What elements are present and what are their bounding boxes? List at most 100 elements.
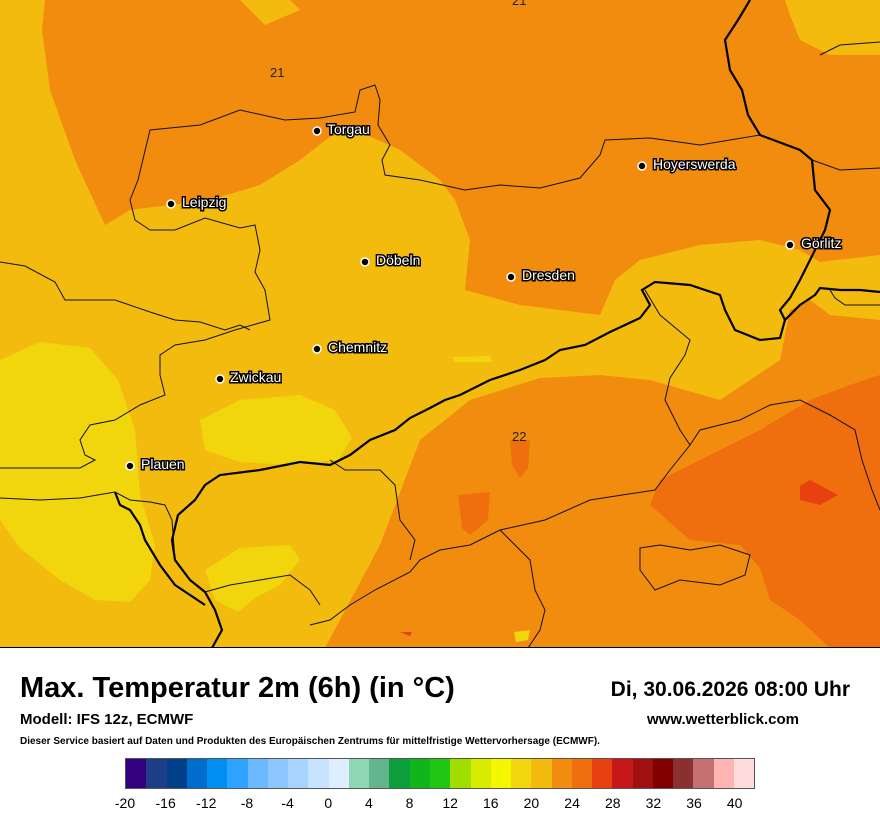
city-marker — [312, 126, 322, 136]
region-24-hot-small — [400, 632, 412, 636]
saxony-west-border — [0, 199, 271, 469]
border-lower-east — [309, 289, 691, 626]
city-marker — [637, 161, 647, 171]
legend-tick-label: 32 — [645, 795, 662, 811]
legend-tick-label: -16 — [155, 795, 176, 811]
city-label: Görlitz — [801, 235, 841, 251]
disclaimer-text: Dieser Service basiert auf Daten und Pro… — [20, 736, 600, 747]
region-16-18-center — [200, 395, 352, 465]
legend-ticks: -20 -16 -12 -8 -4 0 4 8 12 16 20 24 28 32 36 40 — [115, 795, 755, 815]
national-border-south — [113, 491, 206, 606]
legend-tick-label: -8 — [240, 795, 254, 811]
region-18-20 — [0, 0, 880, 648]
city-goerlitz: Görlitz — [785, 234, 843, 253]
border-south — [689, 399, 880, 511]
city-marker — [506, 272, 516, 282]
legend-swatch — [227, 759, 248, 788]
national-border — [170, 280, 880, 648]
legend-swatch — [328, 759, 349, 788]
legend-swatch — [632, 759, 653, 788]
legend-swatch — [571, 759, 593, 788]
city-torgau: Torgau — [312, 120, 371, 139]
city-label: Hoyerswerda — [653, 156, 736, 172]
legend-tick-label: -4 — [281, 795, 294, 811]
city-plauen: Plauen — [125, 455, 186, 474]
contour-label-nw: 21 — [270, 65, 284, 80]
legend-tick-label: 8 — [405, 795, 414, 811]
national-border-ne — [723, 0, 832, 321]
city-hoyerswerda: Hoyerswerda — [637, 155, 737, 174]
city-label: Chemnitz — [328, 339, 387, 355]
city-label: Zwickau — [230, 369, 281, 385]
legend-swatch — [551, 759, 572, 788]
legend-swatch — [531, 759, 552, 788]
legend-tick-label: 20 — [523, 795, 540, 811]
city-marker — [125, 461, 135, 471]
model-info: Modell: IFS 12z, ECMWF — [20, 711, 194, 728]
legend-tick-label: 40 — [726, 795, 743, 811]
legend-swatch — [693, 759, 714, 788]
city-label: Plauen — [141, 456, 185, 472]
legend-tick-label: 0 — [324, 795, 333, 811]
city-dresden: Dresden — [506, 266, 576, 285]
legend-swatch — [490, 759, 512, 788]
legend-swatch — [450, 759, 471, 788]
legend-swatch — [389, 759, 410, 788]
border-ne-corner — [819, 41, 880, 56]
legend-swatch — [592, 759, 613, 788]
region-16-18-south — [205, 545, 300, 612]
city-marker — [360, 257, 370, 267]
thuringia-border — [0, 261, 251, 331]
region-24-hot — [800, 480, 838, 505]
border-far-south — [499, 529, 546, 648]
region-18-20-ne — [785, 0, 880, 55]
legend-swatch — [207, 759, 228, 788]
contour-label-se: 22 — [512, 429, 526, 444]
contour-label-top: 21 — [512, 0, 526, 8]
region-18-20-top — [240, 0, 300, 25]
state-borders — [0, 41, 880, 648]
city-label: Torgau — [327, 121, 370, 137]
city-zwickau: Zwickau — [215, 368, 283, 387]
legend-swatch — [429, 759, 451, 788]
legend-swatch — [267, 759, 289, 788]
border-bottom-left — [204, 574, 321, 606]
legend-swatch — [288, 759, 309, 788]
legend-swatch — [713, 759, 734, 788]
city-label: Döbeln — [376, 252, 420, 268]
region-16-18-west — [0, 342, 155, 602]
legend-tick-label: -12 — [196, 795, 217, 811]
legend-swatch — [470, 759, 491, 788]
map-title: Max. Temperatur 2m (6h) (in °C) — [20, 672, 455, 704]
border-east-inner — [811, 159, 880, 171]
legend-tick-label: 24 — [564, 795, 580, 811]
legend-tick-label: 28 — [604, 795, 621, 811]
city-chemnitz: Chemnitz — [312, 338, 389, 357]
legend-swatch — [146, 759, 167, 788]
legend-swatch — [511, 759, 532, 788]
legend-swatch — [126, 759, 147, 788]
legend-swatch — [733, 759, 755, 788]
website-link[interactable]: www.wetterblick.com — [647, 711, 799, 728]
map-footer: Max. Temperatur 2m (6h) (in °C) Di, 30.0… — [0, 648, 880, 830]
legend-swatch — [612, 759, 633, 788]
legend-swatch — [673, 759, 694, 788]
legend-tick-label: 4 — [364, 795, 373, 811]
city-marker — [215, 374, 225, 384]
legend-swatch — [166, 759, 187, 788]
city-label: Dresden — [522, 267, 575, 283]
legend-swatch — [652, 759, 674, 788]
city-marker — [785, 240, 795, 250]
legend-tick-label: -20 — [114, 795, 136, 811]
region-22-24-small2 — [510, 440, 530, 478]
legend-swatch — [186, 759, 208, 788]
legend-swatch — [348, 759, 370, 788]
city-label: Leipzig — [182, 194, 226, 210]
forecast-datetime: Di, 30.06.2026 08:00 Uhr — [610, 678, 850, 701]
city-doebeln: Döbeln — [360, 251, 422, 270]
border-right-side — [829, 289, 880, 306]
legend-swatch — [308, 759, 329, 788]
region-22-24-se — [650, 375, 880, 648]
legend-tick-label: 36 — [686, 795, 702, 811]
legend-swatch — [409, 759, 430, 788]
